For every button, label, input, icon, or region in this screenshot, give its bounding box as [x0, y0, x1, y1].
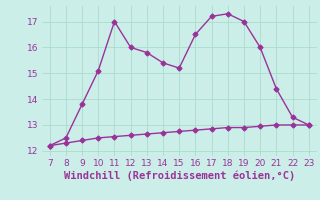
X-axis label: Windchill (Refroidissement éolien,°C): Windchill (Refroidissement éolien,°C) — [64, 171, 295, 181]
